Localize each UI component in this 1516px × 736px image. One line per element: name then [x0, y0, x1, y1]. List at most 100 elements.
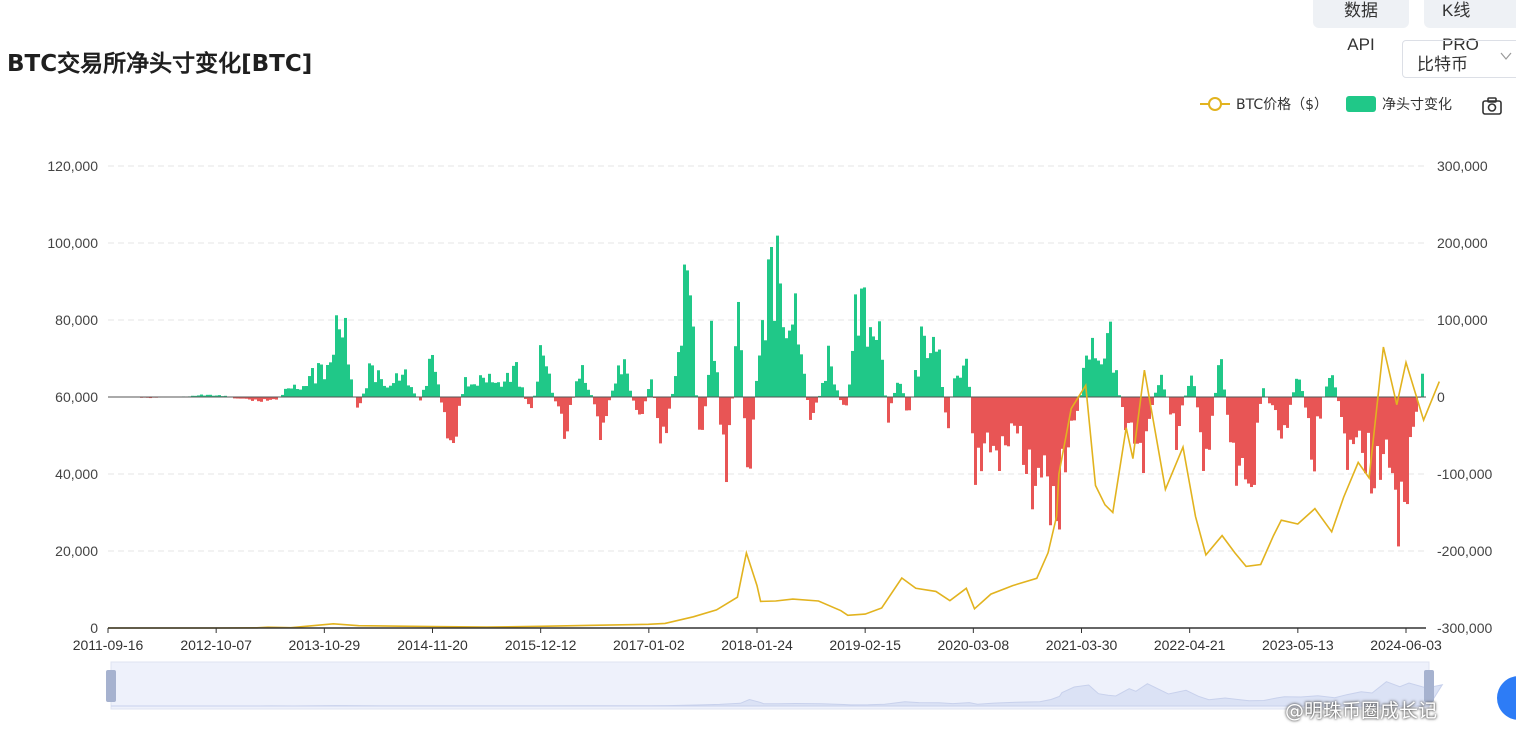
net-bar	[1325, 386, 1328, 397]
net-bar	[638, 397, 641, 415]
net-bar	[626, 373, 629, 397]
net-bar	[203, 395, 206, 397]
x-tick-label: 2014-11-20	[397, 637, 468, 653]
net-bar	[1055, 397, 1058, 522]
net-bar	[1388, 397, 1391, 468]
net-bar	[1214, 392, 1217, 397]
net-bar	[1400, 397, 1403, 482]
net-bar	[722, 397, 725, 435]
net-bar	[605, 397, 608, 417]
camera-icon[interactable]	[1482, 97, 1502, 115]
x-tick-label: 2012-10-07	[180, 637, 252, 653]
net-bar	[935, 351, 938, 397]
net-bar	[854, 294, 857, 397]
net-bar	[698, 397, 701, 430]
data-zoom-slider[interactable]	[106, 661, 1444, 710]
net-bar	[455, 397, 458, 437]
net-bar	[1007, 397, 1010, 447]
net-bar	[776, 235, 779, 397]
net-bar	[419, 397, 422, 401]
net-bar	[377, 370, 380, 397]
net-bar	[1043, 397, 1046, 456]
net-bar	[758, 355, 761, 397]
net-bar	[1391, 397, 1394, 474]
net-bar	[1025, 397, 1028, 474]
net-bar	[356, 397, 359, 408]
legend-item-net[interactable]: 净头寸变化	[1346, 94, 1452, 114]
net-bar	[1202, 397, 1205, 471]
net-bar	[1097, 360, 1100, 397]
net-bar	[383, 385, 386, 397]
net-bar	[1160, 374, 1163, 397]
chevron-down-icon	[1500, 52, 1512, 60]
net-bar	[1139, 397, 1142, 443]
net-bar	[548, 373, 551, 397]
net-bar	[470, 384, 473, 397]
data-api-button[interactable]: 数据API	[1313, 0, 1409, 54]
x-tick-label: 2021-03-30	[1046, 637, 1118, 653]
net-bar	[251, 397, 254, 401]
net-bar	[1415, 397, 1418, 412]
net-bar	[1238, 397, 1241, 466]
coin-select[interactable]: 比特币	[1402, 40, 1516, 78]
net-bar	[755, 380, 758, 397]
net-bar	[194, 395, 197, 397]
net-bar	[1268, 397, 1271, 404]
price-line	[108, 346, 1441, 629]
net-bar	[1133, 397, 1136, 444]
net-bar	[320, 364, 323, 397]
net-bar	[1046, 397, 1049, 477]
legend-item-price[interactable]: BTC价格（$）	[1200, 94, 1328, 114]
net-bar	[1181, 397, 1184, 406]
net-bar	[971, 397, 974, 434]
net-bar	[1292, 392, 1295, 397]
net-bar	[890, 397, 893, 404]
net-bar	[686, 270, 689, 397]
net-bar	[929, 353, 932, 397]
net-bar	[1289, 397, 1292, 405]
zoom-handle-right[interactable]	[1424, 670, 1434, 702]
net-bar	[701, 397, 704, 430]
net-bar	[737, 301, 740, 397]
net-bar	[1211, 397, 1214, 416]
kline-pro-button[interactable]: K线 PRO	[1424, 0, 1516, 54]
net-bar	[536, 381, 539, 397]
net-bar	[272, 397, 275, 400]
net-bar	[1217, 365, 1220, 397]
net-bar	[830, 366, 833, 397]
net-bar	[509, 381, 512, 397]
net-bar	[500, 386, 503, 397]
net-bar	[1250, 397, 1253, 488]
net-bar	[1034, 397, 1037, 486]
net-bar	[629, 390, 632, 397]
net-bar	[1028, 397, 1031, 450]
zoom-preview	[111, 681, 1444, 707]
x-tick-label: 2023-05-13	[1262, 637, 1334, 653]
net-bar	[920, 326, 923, 397]
legend-net-label: 净头寸变化	[1382, 97, 1452, 113]
net-bar	[1151, 397, 1154, 405]
net-bar	[884, 395, 887, 397]
net-bar	[797, 344, 800, 397]
net-bar	[1247, 397, 1250, 484]
net-bar	[764, 340, 767, 397]
zoom-handle-left[interactable]	[106, 670, 116, 702]
help-button[interactable]	[1497, 676, 1516, 720]
net-bar	[1319, 397, 1322, 419]
x-tick-label: 2017-01-02	[613, 637, 685, 653]
net-bar	[335, 315, 338, 397]
net-bar	[893, 392, 896, 397]
x-tick-label: 2018-01-24	[721, 637, 793, 653]
x-tick-label: 2019-02-15	[829, 637, 901, 653]
net-bar	[788, 330, 791, 397]
net-bar	[422, 389, 425, 397]
net-bar	[539, 345, 542, 397]
net-bar	[209, 394, 212, 397]
net-bar	[347, 364, 350, 397]
net-bar	[506, 372, 509, 397]
net-bar	[1364, 397, 1367, 474]
net-bar	[428, 358, 431, 397]
net-bar	[407, 385, 410, 397]
net-bar	[773, 320, 776, 397]
